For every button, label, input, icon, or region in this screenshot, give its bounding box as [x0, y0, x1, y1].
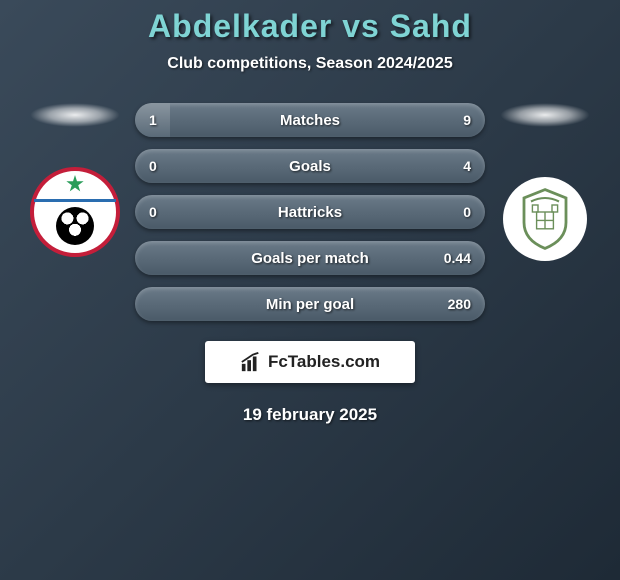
- logo-stripe: [34, 199, 116, 202]
- soccer-ball-icon: [56, 207, 94, 245]
- stat-right-value: 9: [463, 112, 471, 128]
- stat-right-value: 0: [463, 204, 471, 220]
- stat-label: Min per goal: [266, 296, 354, 313]
- stats-column: 1 Matches 9 0 Goals 4 0 Hattricks 0 Goal…: [135, 103, 485, 321]
- player-shadow: [500, 103, 590, 127]
- stat-bar-matches: 1 Matches 9: [135, 103, 485, 137]
- stat-bar-hattricks: 0 Hattricks 0: [135, 195, 485, 229]
- brand-badge[interactable]: FcTables.com: [205, 341, 415, 383]
- right-club-logo: [503, 177, 587, 261]
- brand-text: FcTables.com: [268, 352, 380, 372]
- page-subtitle: Club competitions, Season 2024/2025: [0, 55, 620, 73]
- stat-label: Goals: [289, 158, 331, 175]
- bar-chart-icon: [240, 351, 262, 373]
- stat-label: Hattricks: [278, 204, 342, 221]
- left-player-col: [25, 103, 125, 257]
- player-shadow: [30, 103, 120, 127]
- stat-label: Goals per match: [251, 250, 369, 267]
- left-club-logo: [30, 167, 120, 257]
- stat-right-value: 280: [448, 296, 471, 312]
- stat-bar-gpm: Goals per match 0.44: [135, 241, 485, 275]
- stat-label: Matches: [280, 112, 340, 129]
- stat-bar-mpg: Min per goal 280: [135, 287, 485, 321]
- stat-right-value: 4: [463, 158, 471, 174]
- stat-left-value: 0: [149, 158, 157, 174]
- root: Abdelkader vs Sahd Club competitions, Se…: [0, 0, 620, 425]
- date-text: 19 february 2025: [0, 405, 620, 425]
- stat-left-value: 1: [149, 112, 157, 128]
- crest-icon: [510, 184, 580, 254]
- stat-bar-goals: 0 Goals 4: [135, 149, 485, 183]
- right-player-col: [495, 103, 595, 261]
- page-title: Abdelkader vs Sahd: [0, 8, 620, 45]
- stat-left-value: 0: [149, 204, 157, 220]
- stat-right-value: 0.44: [444, 250, 471, 266]
- comparison-row: 1 Matches 9 0 Goals 4 0 Hattricks 0 Goal…: [0, 103, 620, 321]
